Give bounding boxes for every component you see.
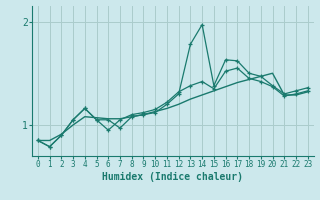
X-axis label: Humidex (Indice chaleur): Humidex (Indice chaleur) — [102, 172, 243, 182]
